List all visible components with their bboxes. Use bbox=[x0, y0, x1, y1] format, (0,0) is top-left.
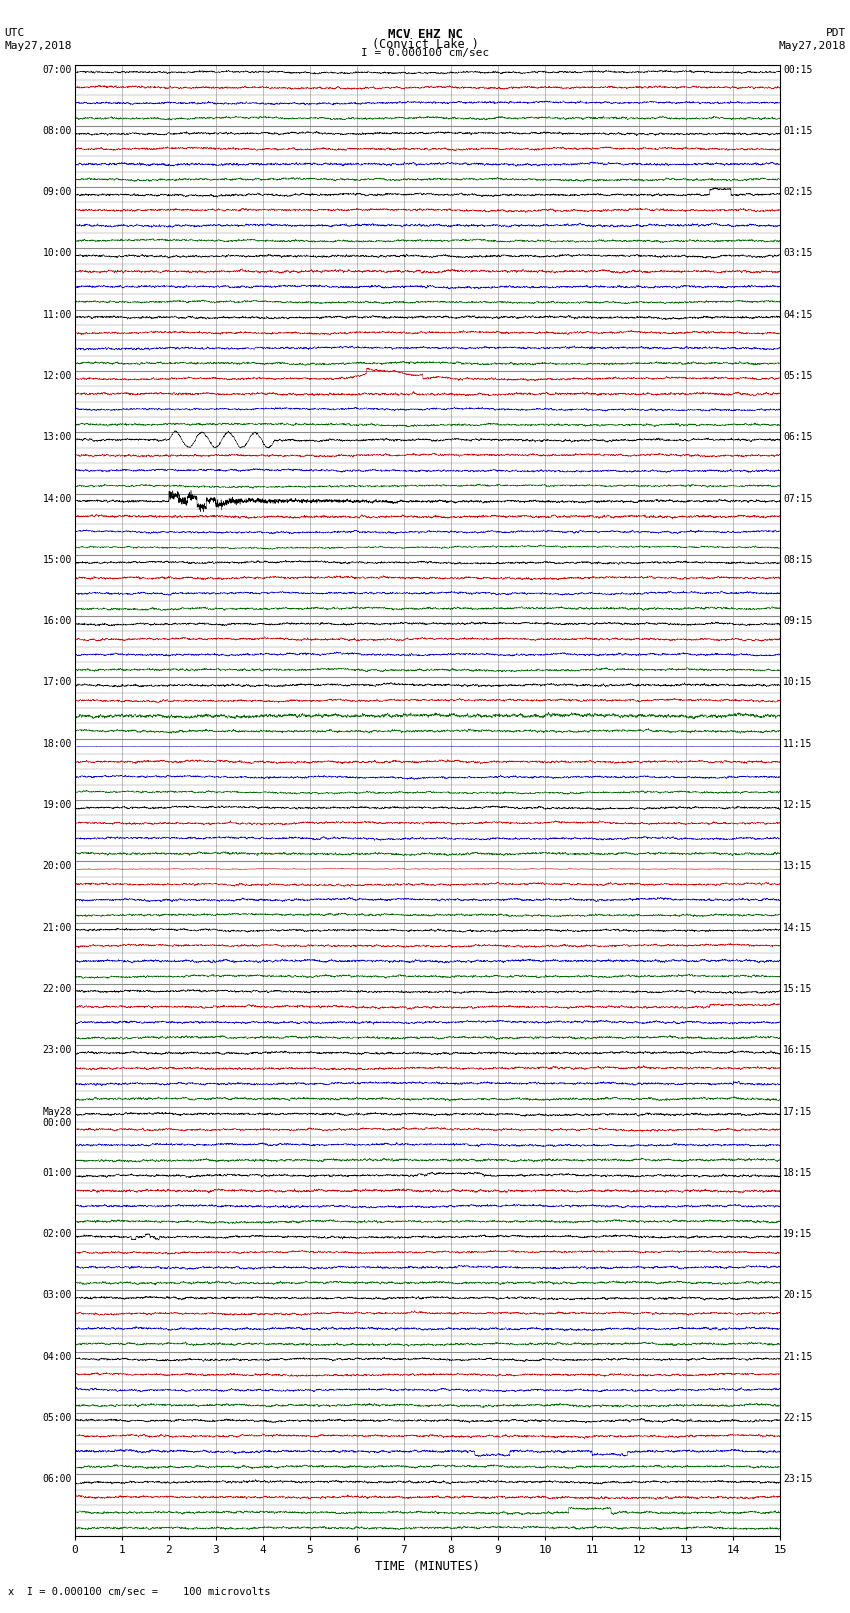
X-axis label: TIME (MINUTES): TIME (MINUTES) bbox=[375, 1560, 480, 1573]
Text: x  I = 0.000100 cm/sec =    100 microvolts: x I = 0.000100 cm/sec = 100 microvolts bbox=[8, 1587, 271, 1597]
Text: (Convict Lake ): (Convict Lake ) bbox=[371, 39, 479, 52]
Text: I = 0.000100 cm/sec: I = 0.000100 cm/sec bbox=[361, 48, 489, 58]
Text: MCV EHZ NC: MCV EHZ NC bbox=[388, 29, 462, 42]
Text: PDT
May27,2018: PDT May27,2018 bbox=[779, 29, 846, 50]
Text: UTC
May27,2018: UTC May27,2018 bbox=[4, 29, 71, 50]
